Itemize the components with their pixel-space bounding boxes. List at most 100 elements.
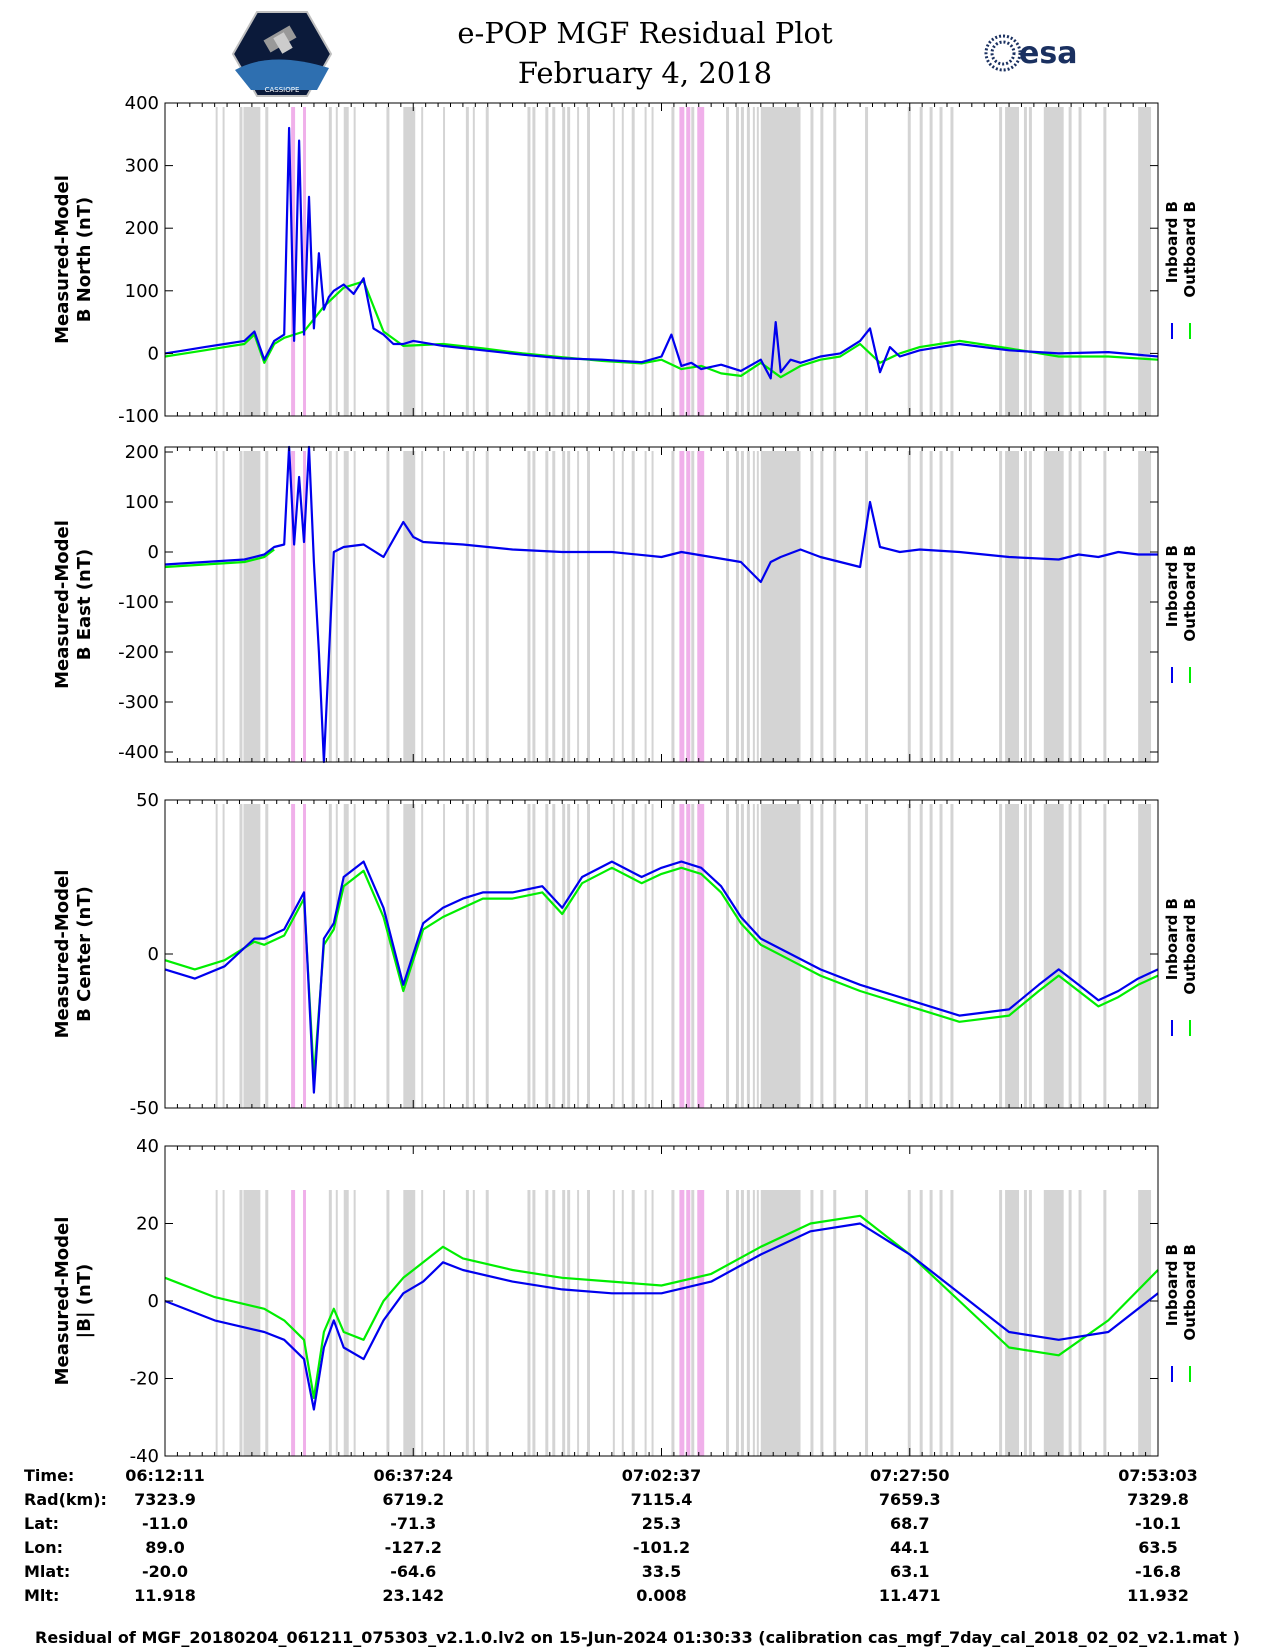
gray-band bbox=[631, 1190, 635, 1456]
legend-inboard-label: Inboard B bbox=[1163, 201, 1181, 283]
outboard-series bbox=[164, 280, 1159, 379]
gray-band bbox=[577, 804, 580, 1108]
gray-band bbox=[820, 1190, 824, 1456]
gray-band bbox=[567, 451, 571, 762]
gray-band bbox=[691, 451, 695, 762]
gray-band bbox=[752, 1190, 755, 1456]
gray-band bbox=[1103, 804, 1107, 1108]
gray-band bbox=[552, 1190, 556, 1456]
gray-band bbox=[1043, 1190, 1064, 1456]
gray-band bbox=[907, 451, 911, 762]
legend-inboard-label: Inboard B bbox=[1163, 545, 1181, 627]
gray-band bbox=[265, 1190, 269, 1456]
gray-band bbox=[421, 107, 424, 416]
gray-band bbox=[353, 1190, 356, 1456]
plot-title: e-POP MGF Residual Plot bbox=[457, 16, 833, 50]
gray-band bbox=[950, 107, 954, 416]
gray-band bbox=[472, 804, 475, 1108]
gray-band bbox=[760, 451, 801, 762]
info-value: 63.5 bbox=[1138, 1538, 1178, 1557]
gray-band bbox=[532, 1190, 536, 1456]
gray-band bbox=[1005, 451, 1019, 762]
gray-band bbox=[999, 107, 1003, 416]
gray-band bbox=[1023, 107, 1027, 416]
gray-band bbox=[939, 107, 943, 416]
info-value: 33.5 bbox=[641, 1562, 682, 1581]
gray-band bbox=[243, 804, 261, 1108]
gray-band bbox=[671, 451, 675, 762]
legend-outboard-label: Outboard B bbox=[1181, 1244, 1199, 1341]
outboard-series bbox=[164, 1214, 1159, 1400]
info-value: 0.008 bbox=[636, 1586, 687, 1605]
y-tick-label: 400 bbox=[125, 93, 159, 114]
gray-band bbox=[403, 451, 416, 762]
gray-band bbox=[443, 107, 446, 416]
gray-band bbox=[343, 804, 349, 1108]
gray-band bbox=[265, 804, 269, 1108]
gray-band bbox=[929, 804, 933, 1108]
y-axis-label: Measured-Model bbox=[52, 175, 73, 344]
gray-band bbox=[756, 107, 759, 416]
y-tick-label: 0 bbox=[148, 343, 159, 364]
pink-band bbox=[697, 804, 705, 1108]
gray-band bbox=[567, 107, 571, 416]
y-tick-label: -100 bbox=[118, 406, 159, 427]
gray-band bbox=[386, 451, 390, 762]
gray-band bbox=[545, 107, 549, 416]
gray-band bbox=[621, 1190, 624, 1456]
gray-band bbox=[865, 804, 869, 1108]
gray-band bbox=[239, 804, 243, 1108]
y-tick-label: 300 bbox=[125, 156, 159, 177]
gray-band bbox=[1078, 804, 1082, 1108]
gray-band bbox=[243, 107, 261, 416]
gray-band bbox=[756, 804, 759, 1108]
y-tick-label: -300 bbox=[118, 692, 159, 713]
y-tick-label: 100 bbox=[125, 492, 159, 513]
gray-band bbox=[577, 451, 580, 762]
info-value: 6719.2 bbox=[382, 1490, 445, 1509]
info-value: -64.6 bbox=[390, 1562, 437, 1581]
gray-band bbox=[443, 804, 446, 1108]
gray-band bbox=[1023, 804, 1027, 1108]
gray-band bbox=[421, 804, 424, 1108]
gray-band bbox=[810, 804, 814, 1108]
panel-center: -50 0 50 Measured-Model B Center (nT) Inboard… bbox=[52, 790, 1199, 1119]
gray-band bbox=[545, 804, 549, 1108]
info-value: 63.1 bbox=[890, 1562, 930, 1581]
gray-band bbox=[735, 804, 739, 1108]
gray-band bbox=[1068, 1190, 1072, 1456]
gray-band bbox=[587, 107, 591, 416]
gray-band bbox=[328, 1190, 332, 1456]
gray-band bbox=[587, 804, 591, 1108]
gray-band bbox=[726, 1190, 730, 1456]
y-tick-label: 20 bbox=[136, 1214, 159, 1235]
gray-band bbox=[403, 107, 416, 416]
gray-band bbox=[919, 107, 923, 416]
gray-band bbox=[353, 451, 356, 762]
gray-band bbox=[552, 804, 556, 1108]
gray-band bbox=[671, 1190, 675, 1456]
y-axis-label: Measured-Model bbox=[52, 520, 73, 689]
gray-band bbox=[631, 804, 635, 1108]
info-value: 25.3 bbox=[641, 1514, 682, 1533]
gray-band bbox=[353, 107, 356, 416]
gray-band bbox=[532, 107, 536, 416]
gray-band bbox=[1068, 451, 1072, 762]
y-tick-label: -40 bbox=[130, 1446, 159, 1467]
gray-band bbox=[465, 1190, 469, 1456]
info-value: 44.1 bbox=[890, 1538, 930, 1557]
gray-band bbox=[746, 804, 750, 1108]
gray-band bbox=[746, 107, 750, 416]
gray-band bbox=[621, 451, 624, 762]
gray-band bbox=[651, 451, 654, 762]
gray-band bbox=[726, 451, 730, 762]
gray-band bbox=[335, 107, 338, 416]
info-value: 07:53:03 bbox=[1118, 1466, 1198, 1485]
legend-outboard-label: Outboard B bbox=[1181, 545, 1199, 642]
gray-band bbox=[485, 451, 489, 762]
gray-band bbox=[215, 107, 218, 416]
gray-band bbox=[552, 451, 556, 762]
y-tick-label: 100 bbox=[125, 281, 159, 302]
pink-band bbox=[686, 107, 691, 416]
info-value: 11.471 bbox=[878, 1586, 941, 1605]
